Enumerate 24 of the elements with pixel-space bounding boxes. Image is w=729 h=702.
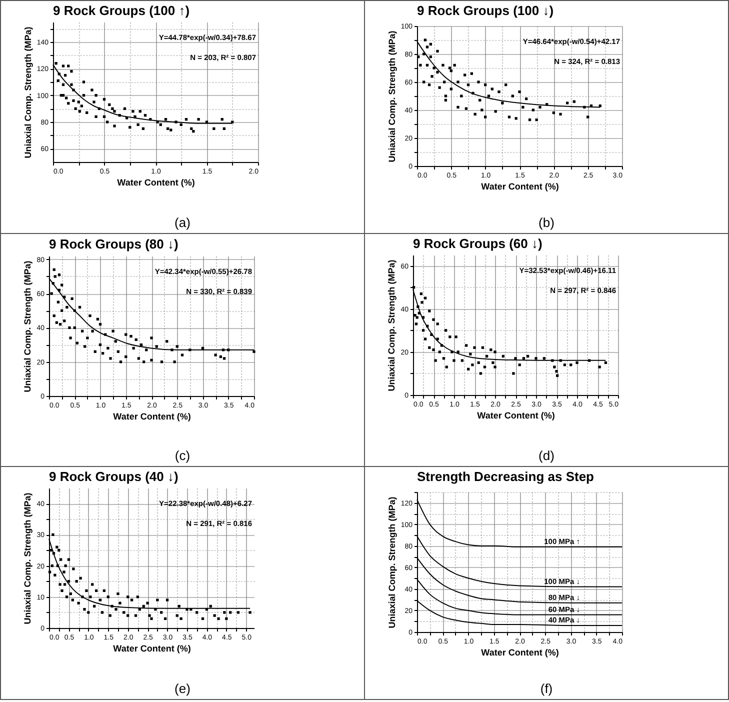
chart-title: Strength Decreasing as Step: [417, 469, 594, 484]
chart-title: 9 Rock Groups (80 ↓): [49, 236, 178, 252]
y-axis-title: Uniaxial Comp. Strength (MPa): [386, 30, 397, 162]
y-axis-title: Uniaxial Comp. Strength (MPa): [386, 496, 397, 628]
x-axis-title: Water Content (%): [481, 648, 559, 658]
x-axis-title: Water Content (%): [477, 410, 555, 420]
chart-title: 9 Rock Groups (100 ↓): [417, 3, 554, 18]
text: (f): [539, 681, 554, 696]
y-axis-title: Uniaxial Comp. Strength (MPa): [22, 492, 33, 624]
y-axis-title: Uniaxial Comp. Strength (MPa): [386, 260, 397, 392]
text: (e): [174, 681, 192, 696]
text: (b): [538, 215, 556, 230]
text: (a): [174, 215, 192, 230]
y-axis-title: Uniaxial Comp. Strength (MPa): [22, 260, 33, 392]
y-axis-title: Uniaxial Comp. Strength (MPa): [22, 26, 33, 158]
x-axis-title: Water Content (%): [113, 644, 191, 654]
chart-title: 9 Rock Groups (100 ↑): [53, 3, 190, 18]
x-axis-title: Water Content (%): [113, 412, 191, 422]
x-axis-title: Water Content (%): [117, 178, 195, 188]
x-axis-title: Water Content (%): [481, 182, 559, 192]
text: (c): [174, 448, 192, 463]
chart-title: 9 Rock Groups (40 ↓): [49, 469, 178, 484]
text: (d): [538, 448, 556, 463]
chart-title: 9 Rock Groups (60 ↓): [413, 236, 542, 251]
